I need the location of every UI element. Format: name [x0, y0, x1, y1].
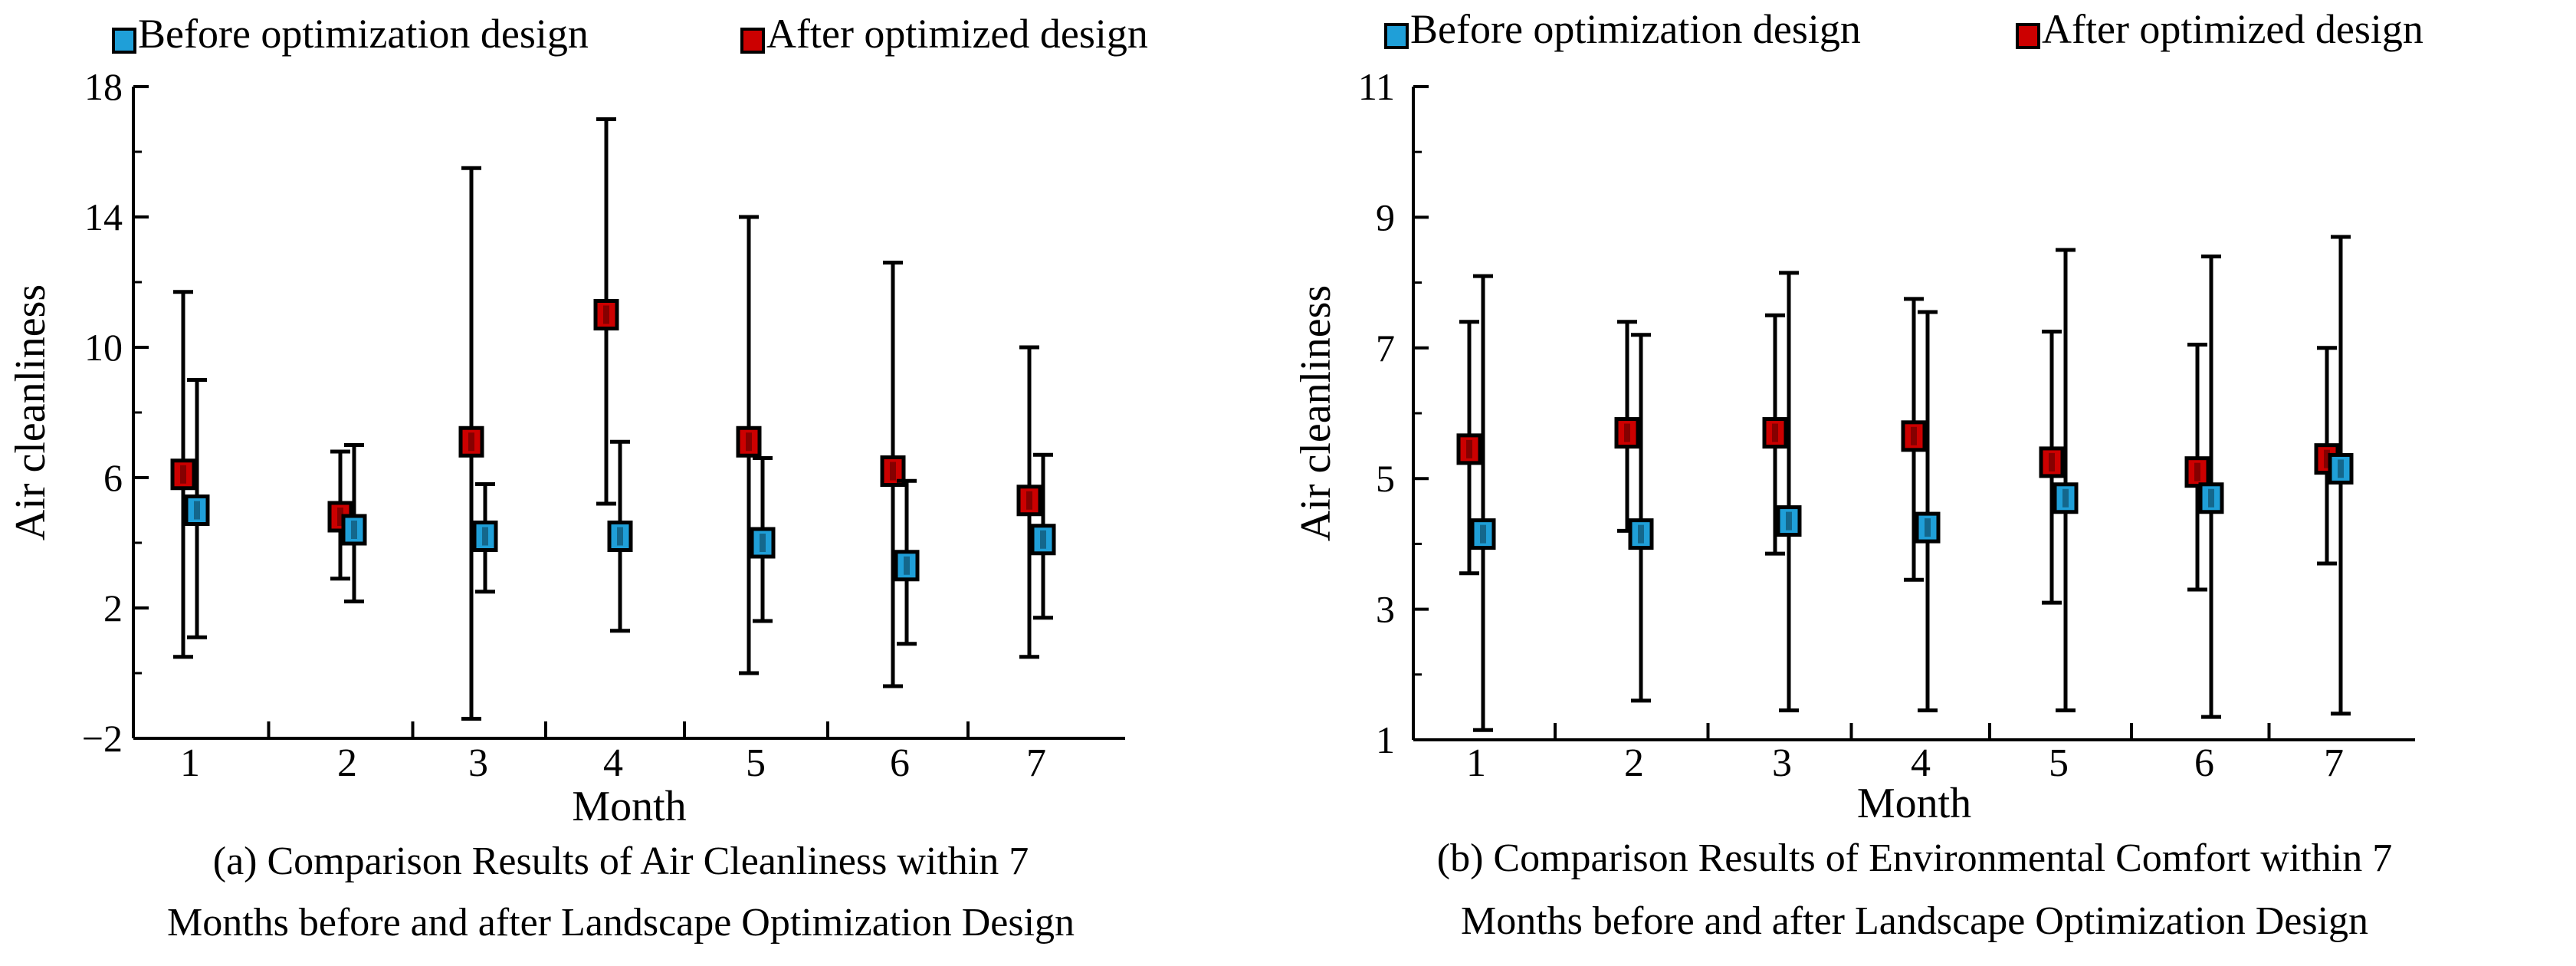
- y-tick-label: 18: [84, 65, 123, 108]
- data-marker: [593, 299, 619, 330]
- data-marker-inner: [194, 501, 200, 520]
- x-tick-label: 2: [337, 741, 357, 785]
- x-tick-label: 7: [2324, 741, 2344, 785]
- legend-swatch: [2016, 23, 2040, 49]
- data-marker: [1614, 417, 1640, 449]
- y-axis-label: Air cleanliness: [1292, 285, 1340, 541]
- x-tick-label: 4: [603, 741, 623, 785]
- data-marker: [472, 521, 498, 552]
- caption-line-2: Months before and after Landscape Optimi…: [1461, 899, 2368, 943]
- y-axis-label: Air cleanliness: [7, 284, 54, 540]
- data-marker: [458, 426, 484, 458]
- data-marker: [894, 550, 920, 582]
- legend-label: Before optimization design: [138, 11, 589, 57]
- panel-a-air-cleanliness: −2 2 6 10 14 18 1 2 3 4 5 6 7 Month Air cleanliness Bef…: [7, 11, 1148, 945]
- x-tick-label: 1: [1466, 741, 1486, 785]
- data-marker-inner: [2324, 449, 2330, 468]
- y-tick-label: 11: [1358, 65, 1395, 108]
- y-tick-label: 6: [103, 456, 123, 499]
- data-marker-inner: [1040, 530, 1046, 549]
- y-tick-label: 7: [1376, 327, 1395, 370]
- data-marker-inner: [482, 527, 488, 546]
- x-tick-label: 6: [2194, 741, 2214, 785]
- y-tick-label: 3: [1376, 588, 1395, 631]
- data-marker: [1901, 420, 1927, 452]
- data-marker: [1030, 524, 1056, 556]
- x-tick-label: 1: [180, 741, 200, 785]
- data-marker: [1915, 511, 1941, 544]
- x-tick-label: 3: [468, 741, 488, 785]
- data-marker: [736, 426, 762, 458]
- data-marker-inner: [1925, 518, 1931, 537]
- data-marker: [750, 527, 776, 559]
- data-marker-inner: [603, 305, 609, 324]
- data-marker: [170, 458, 196, 491]
- x-tick-label: 6: [890, 741, 910, 785]
- x-tick-label: 5: [746, 741, 766, 785]
- data-marker-inner: [1480, 524, 1486, 544]
- data-marker-inner: [1786, 511, 1792, 531]
- data-marker: [2198, 482, 2224, 514]
- x-tick-label: 5: [2049, 741, 2069, 785]
- data-marker: [2328, 452, 2354, 485]
- y-tick-label: 2: [103, 586, 123, 629]
- caption-line-2: Months before and after Landscape Optimi…: [167, 901, 1075, 945]
- caption-line-1: (a) Comparison Results of Air Cleanlines…: [213, 840, 1029, 883]
- data-marker-inner: [1466, 439, 1472, 458]
- data-marker: [1470, 518, 1496, 550]
- data-marker-inner: [890, 462, 896, 481]
- legend-swatch: [1384, 23, 1409, 49]
- data-marker: [1776, 505, 1802, 537]
- data-marker-inner: [746, 432, 752, 452]
- data-marker-inner: [180, 465, 186, 484]
- data-marker: [184, 495, 210, 526]
- legend-label: After optimized design: [766, 11, 1148, 57]
- legend-label: After optimized design: [2042, 6, 2423, 52]
- data-marker: [2184, 456, 2210, 488]
- y-tick-label: 14: [84, 196, 123, 238]
- data-marker-inner: [1911, 426, 1917, 445]
- x-tick-label: 7: [1026, 741, 1046, 785]
- data-marker-inner: [904, 556, 910, 575]
- data-marker-inner: [337, 508, 343, 526]
- x-tick-label: 4: [1911, 741, 1931, 785]
- data-marker: [2039, 446, 2065, 478]
- data-marker-inner: [2194, 462, 2200, 481]
- x-tick-label: 2: [1624, 741, 1644, 785]
- data-marker-inner: [2049, 452, 2055, 472]
- legend-swatch: [112, 28, 136, 54]
- data-marker-inner: [468, 432, 474, 452]
- data-marker: [341, 514, 367, 546]
- caption-line-1: (b) Comparison Results of Environmental …: [1437, 836, 2392, 880]
- data-marker-inner: [2062, 488, 2069, 508]
- legend-label: Before optimization design: [1410, 6, 1861, 52]
- data-marker: [1628, 518, 1654, 550]
- data-marker: [1456, 433, 1482, 465]
- y-tick-label: −2: [82, 717, 123, 760]
- data-marker-inner: [1624, 423, 1630, 442]
- data-marker: [607, 521, 633, 552]
- x-axis-label: Month: [1857, 780, 1971, 827]
- data-marker-inner: [1772, 423, 1778, 442]
- y-tick-label: 5: [1376, 457, 1395, 500]
- data-marker-inner: [1026, 491, 1032, 510]
- x-tick-label: 3: [1772, 741, 1792, 785]
- data-marker: [1762, 417, 1788, 449]
- data-marker: [2053, 482, 2079, 514]
- legend-swatch: [740, 28, 765, 54]
- data-marker: [1016, 485, 1042, 517]
- data-marker-inner: [2208, 488, 2214, 508]
- data-marker-inner: [2338, 459, 2344, 478]
- data-marker-inner: [617, 527, 623, 546]
- y-tick-label: 1: [1376, 718, 1395, 761]
- y-tick-label: 9: [1376, 196, 1395, 238]
- y-tick-label: 10: [84, 326, 123, 369]
- data-marker-inner: [760, 534, 766, 552]
- data-marker-inner: [351, 521, 357, 539]
- x-axis-label: Month: [572, 783, 686, 830]
- data-marker-inner: [1638, 524, 1644, 544]
